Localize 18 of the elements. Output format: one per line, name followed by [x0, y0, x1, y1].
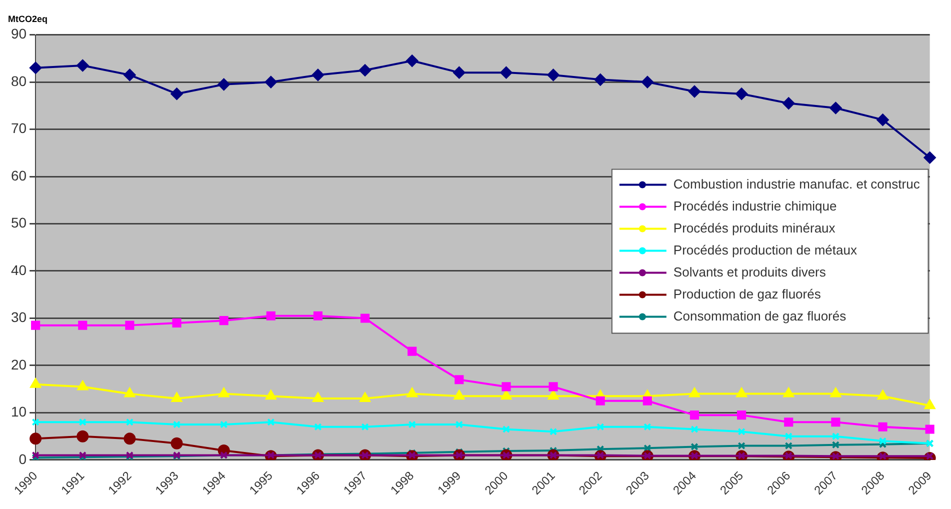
legend-label: Consommation de gaz fluorés	[673, 308, 847, 324]
y-axis-title: MtCO2eq	[8, 14, 48, 24]
y-tick-label: 70	[10, 120, 27, 136]
y-tick-label: 40	[10, 262, 27, 278]
legend-label: Procédés industrie chimique	[673, 198, 837, 214]
y-tick-label: 90	[10, 26, 27, 42]
y-tick-label: 80	[10, 72, 27, 89]
legend-label: Procédés produits minéraux	[673, 220, 836, 236]
y-tick-label: 10	[10, 404, 27, 420]
y-tick-label: 20	[10, 356, 27, 372]
legend-label: Production de gaz fluorés	[673, 286, 822, 302]
legend-label: Procédés production de métaux	[673, 242, 858, 258]
legend-label: Solvants et produits divers	[673, 264, 826, 280]
y-tick-label: 50	[10, 214, 27, 231]
y-tick-label: 0	[18, 450, 27, 467]
y-tick-label: 30	[10, 309, 27, 326]
legend-label: Combustion industrie manufac. et construc	[673, 176, 920, 192]
y-tick-label: 60	[10, 167, 27, 184]
